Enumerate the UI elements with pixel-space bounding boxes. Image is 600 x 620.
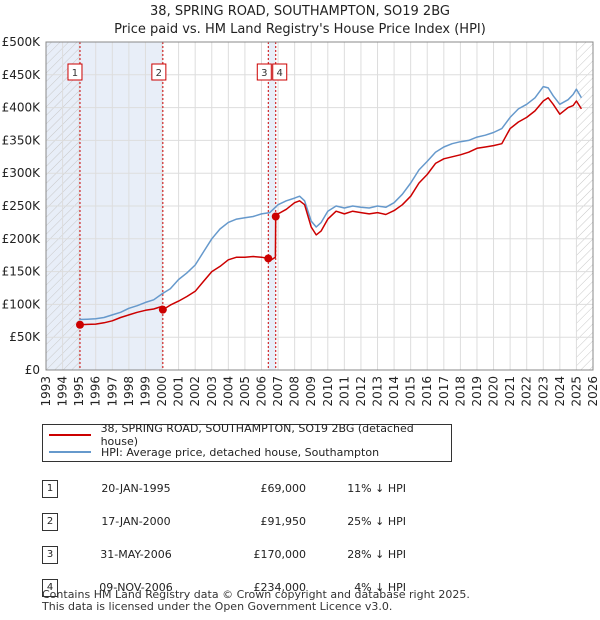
x-tick-label: 1998: [122, 376, 136, 407]
sale-hpi-diff: 11% ↓ HPI: [347, 482, 406, 495]
x-tick-label: 2010: [321, 376, 335, 407]
sale-number-badge: 3: [42, 545, 58, 564]
sale-label: 3: [261, 68, 267, 79]
legend-label-property: 38, SPRING ROAD, SOUTHAMPTON, SO19 2BG (…: [100, 422, 414, 448]
series-line-hpi: [79, 85, 583, 321]
legend-item-property: 38, SPRING ROAD, SOUTHAMPTON, SO19 2BG (…: [49, 422, 451, 448]
y-tick-label: £0: [25, 363, 40, 377]
x-tick-label: 2019: [470, 376, 484, 407]
sale-price: £69,000: [260, 482, 307, 495]
x-tick-label: 2005: [238, 376, 252, 407]
x-tick-label: 2016: [420, 376, 434, 407]
sale-date: 17-JAN-2000: [101, 515, 171, 528]
sale-number-badge: 2: [42, 512, 58, 531]
x-tick-label: 2023: [536, 376, 550, 407]
sale-point: [158, 305, 167, 314]
price-chart: 1 2 3 4 £0 £50K £100K £150K £200K £250K £300K £350K…: [2, 35, 600, 407]
legend-swatch-property: [49, 434, 91, 436]
x-tick-label: 1995: [72, 376, 86, 407]
sale-point: [271, 212, 280, 221]
x-tick-label: 1993: [39, 376, 53, 407]
x-tick-label: 2024: [553, 376, 567, 407]
sale-hpi-diff: 28% ↓ HPI: [347, 548, 406, 561]
sale-label-box: [151, 63, 167, 81]
x-tick-label: 2002: [188, 376, 202, 407]
x-tick-label: 2022: [520, 376, 534, 407]
y-tick-label: £150K: [2, 265, 42, 279]
table-row: 4 09-NOV-2006 £234,000 4% ↓ HPI: [42, 571, 406, 604]
x-tick-label: 2026: [586, 376, 600, 407]
chart-title: 38, SPRING ROAD, SOUTHAMPTON, SO19 2BG P…: [0, 0, 600, 40]
transactions-table: 1 20-JAN-1995 £69,000 11% ↓ HPI 2 17-JAN…: [42, 472, 406, 604]
x-tick-label: 2013: [371, 376, 385, 407]
footer-licence: This data is licensed under the Open Gov…: [42, 600, 393, 613]
y-tick-label: £350K: [2, 133, 42, 147]
sale-price: £234,000: [253, 581, 307, 594]
sale-label: 4: [277, 68, 283, 79]
y-tick-label: £500K: [2, 35, 42, 49]
sale-label-box: [67, 63, 83, 81]
sale-point: [75, 320, 84, 329]
x-tick-label: 2008: [288, 376, 302, 407]
x-tick-label: 1999: [138, 376, 152, 407]
x-tick-label: 2000: [155, 376, 169, 407]
x-tick-label: 2017: [437, 376, 451, 407]
title-line-2: Price paid vs. HM Land Registry's House …: [114, 22, 486, 37]
x-tick-label: 2001: [172, 376, 186, 407]
sale-label-box: [272, 63, 288, 81]
x-tick-label: 2003: [205, 376, 219, 407]
x-tick-label: 2015: [404, 376, 418, 407]
x-tick-label: 2006: [254, 376, 268, 407]
table-row: 3 31-MAY-2006 £170,000 28% ↓ HPI: [42, 538, 406, 571]
y-tick-label: £300K: [2, 166, 42, 180]
y-tick-label: £200K: [2, 232, 42, 246]
legend-swatch-hpi: [49, 451, 91, 453]
footer-copyright: Contains HM Land Registry data © Crown c…: [42, 588, 470, 601]
x-tick-label: 2021: [503, 376, 517, 407]
sale-number-badge: 1: [42, 479, 58, 498]
x-tick-label: 1996: [89, 376, 103, 407]
title-line-1: 38, SPRING ROAD, SOUTHAMPTON, SO19 2BG: [150, 4, 450, 19]
sale-date: 09-NOV-2006: [99, 581, 173, 594]
y-tick-label: £50K: [9, 330, 41, 344]
y-tick-label: £250K: [2, 199, 42, 213]
sale-label-box: [256, 63, 272, 81]
x-tick-label: 2004: [221, 376, 235, 407]
x-tick-label: 2007: [271, 376, 285, 407]
sale-hpi-diff: 4% ↓ HPI: [354, 581, 406, 594]
x-tick-label: 2011: [337, 376, 351, 407]
legend-item-hpi: HPI: Average price, detached house, Sout…: [49, 444, 379, 460]
footer: Contains HM Land Registry data © Crown c…: [42, 589, 470, 613]
x-tick-label: 2025: [569, 376, 583, 407]
legend-label-hpi: HPI: Average price, detached house, Sout…: [101, 445, 380, 459]
sale-label: 2: [156, 68, 162, 79]
x-tick-label: 2020: [487, 376, 501, 407]
x-tick-label: 1997: [105, 376, 119, 407]
y-tick-label: £100K: [2, 297, 42, 311]
sale-label: 1: [72, 68, 78, 79]
sale-date: 20-JAN-1995: [101, 482, 171, 495]
sale-hpi-diff: 25% ↓ HPI: [347, 515, 406, 528]
plot-border: [45, 41, 594, 371]
x-tick-label: 1994: [56, 376, 70, 407]
x-tick-label: 2009: [304, 376, 318, 407]
table-row: 1 20-JAN-1995 £69,000 11% ↓ HPI: [42, 472, 406, 505]
legend: 38, SPRING ROAD, SOUTHAMPTON, SO19 2BG (…: [42, 422, 452, 462]
series-line-property: [79, 97, 583, 326]
sale-price: £91,950: [260, 515, 307, 528]
y-tick-label: £400K: [2, 101, 42, 115]
sale-point: [264, 254, 273, 263]
y-tick-label: £450K: [2, 68, 42, 82]
sale-number-badge: 4: [42, 578, 58, 597]
table-row: 2 17-JAN-2000 £91,950 25% ↓ HPI: [42, 505, 406, 538]
x-tick-label: 2014: [387, 376, 401, 407]
x-tick-label: 2018: [453, 376, 467, 407]
sale-price: £170,000: [253, 548, 307, 561]
sale-date: 31-MAY-2006: [100, 548, 172, 561]
x-tick-label: 2012: [354, 376, 368, 407]
